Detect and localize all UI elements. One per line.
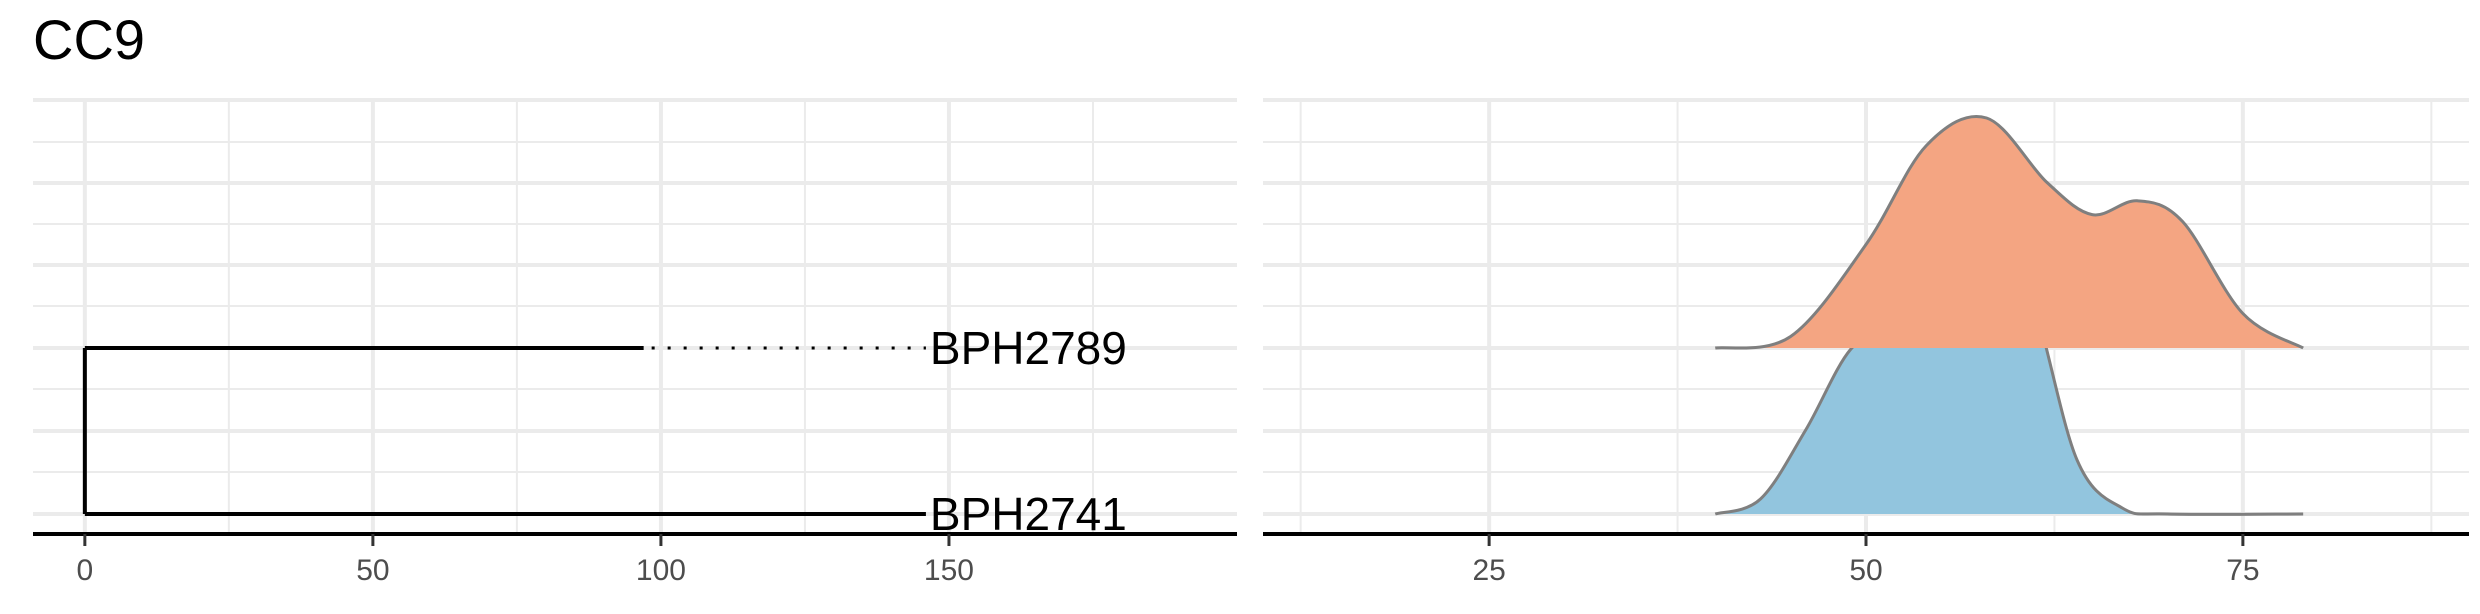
x-tick-label: 50	[356, 554, 389, 587]
tree-tip-label: BPH2789	[930, 322, 1127, 374]
density-panel: 25 50 75	[1263, 98, 2469, 587]
tree-tip-label: BPH2741	[930, 488, 1127, 540]
x-tick-label: 0	[77, 554, 94, 587]
x-tick-label: 75	[2226, 554, 2259, 587]
chart-title: CC9	[33, 8, 146, 71]
x-tick-label: 150	[924, 554, 974, 587]
density-area-BPH2789	[1715, 116, 2304, 349]
tree-panel: BPH2789 BPH2741 0 50 100 150	[33, 98, 1237, 587]
x-tick-label: 50	[1849, 554, 1882, 587]
x-tick-label: 25	[1472, 554, 1505, 587]
density-area-BPH2741	[1715, 214, 2304, 515]
x-tick-label: 100	[636, 554, 686, 587]
density-outline-BPH2789	[1715, 115, 2304, 350]
